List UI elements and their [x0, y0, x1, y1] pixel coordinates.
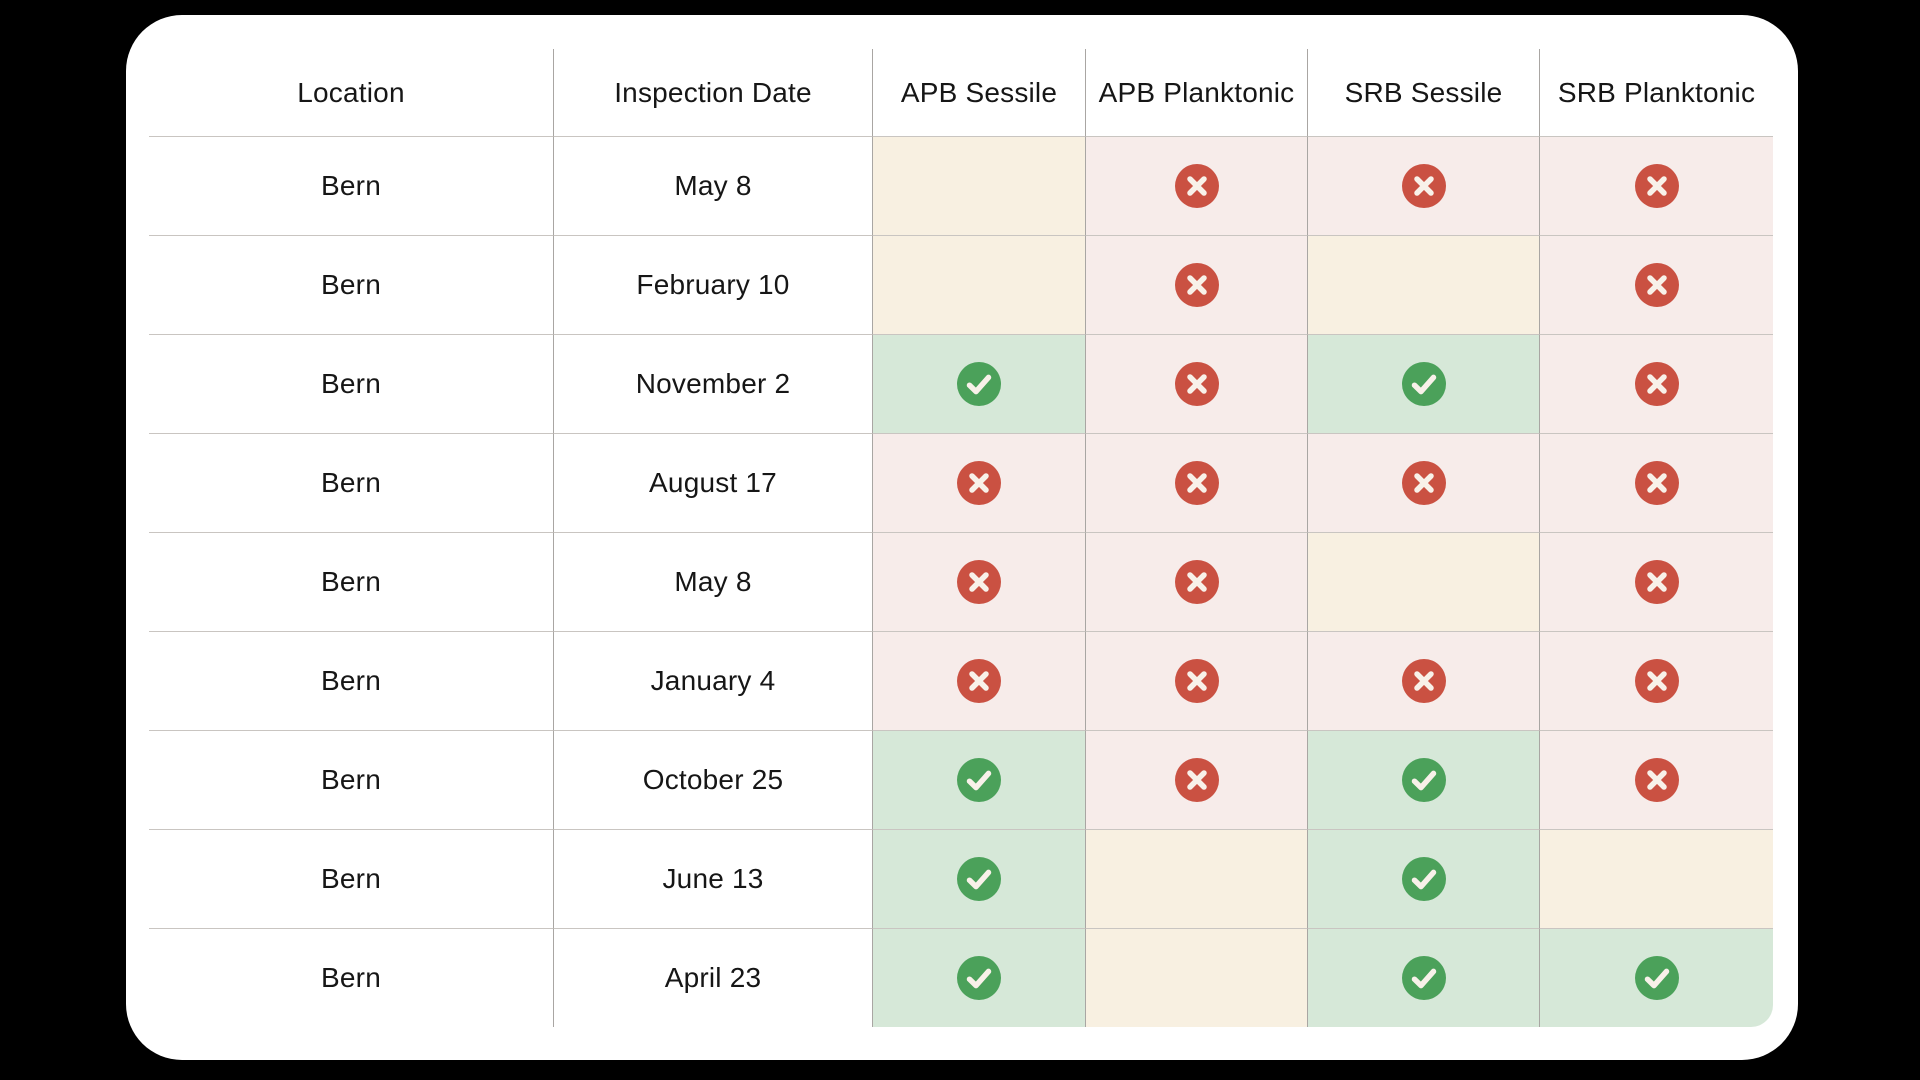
x-circle-icon: [1401, 461, 1446, 505]
x-circle-icon: [1174, 263, 1219, 307]
x-circle-icon: [1174, 461, 1219, 505]
inspection-date-cell: April 23: [553, 928, 872, 1027]
result-cell-fail: [1085, 334, 1307, 433]
check-circle-icon: [957, 956, 1001, 1000]
inspection-results-table: Location Inspection Date APB Sessile APB…: [149, 49, 1773, 1027]
result-cell-pass: [872, 829, 1085, 928]
result-cell-fail: [872, 631, 1085, 730]
inspection-date-cell: February 10: [553, 235, 872, 334]
result-cell-pass: [1307, 928, 1539, 1027]
result-cell-none: [872, 136, 1085, 235]
result-cell-fail: [1085, 235, 1307, 334]
check-circle-icon: [1401, 362, 1446, 406]
result-cell-none: [1307, 532, 1539, 631]
check-circle-icon: [1401, 857, 1446, 901]
inspection-date-cell: October 25: [553, 730, 872, 829]
result-cell-fail: [872, 532, 1085, 631]
result-cell-pass: [872, 928, 1085, 1027]
x-circle-icon: [1634, 362, 1679, 406]
location-cell: Bern: [149, 829, 553, 928]
check-circle-icon: [957, 362, 1001, 406]
result-cell-none: [1307, 235, 1539, 334]
result-cell-fail: [1539, 136, 1773, 235]
result-cell-fail: [1539, 334, 1773, 433]
x-circle-icon: [1634, 560, 1679, 604]
location-cell: Bern: [149, 532, 553, 631]
result-cell-pass: [1307, 829, 1539, 928]
result-cell-fail: [1539, 730, 1773, 829]
result-cell-pass: [872, 730, 1085, 829]
x-circle-icon: [1634, 263, 1679, 307]
result-cell-pass: [1307, 730, 1539, 829]
inspection-date-cell: January 4: [553, 631, 872, 730]
location-cell: Bern: [149, 334, 553, 433]
x-circle-icon: [1174, 659, 1219, 703]
location-cell: Bern: [149, 730, 553, 829]
result-cell-none: [1085, 829, 1307, 928]
x-circle-icon: [1174, 758, 1219, 802]
inspection-date-cell: June 13: [553, 829, 872, 928]
result-cell-fail: [1539, 631, 1773, 730]
result-cell-pass: [872, 334, 1085, 433]
result-cell-fail: [1539, 235, 1773, 334]
location-cell: Bern: [149, 136, 553, 235]
result-cell-fail: [1085, 532, 1307, 631]
x-circle-icon: [1401, 659, 1446, 703]
result-cell-fail: [1085, 631, 1307, 730]
x-circle-icon: [1174, 164, 1219, 208]
x-circle-icon: [1174, 560, 1219, 604]
x-circle-icon: [957, 560, 1001, 604]
x-circle-icon: [957, 461, 1001, 505]
column-header-apb-sessile: APB Sessile: [872, 49, 1085, 136]
location-cell: Bern: [149, 631, 553, 730]
column-header-srb-sessile: SRB Sessile: [1307, 49, 1539, 136]
location-cell: Bern: [149, 235, 553, 334]
x-circle-icon: [1174, 362, 1219, 406]
check-circle-icon: [1401, 758, 1446, 802]
result-cell-fail: [1085, 730, 1307, 829]
x-circle-icon: [1634, 164, 1679, 208]
result-cell-pass: [1539, 928, 1773, 1027]
location-cell: Bern: [149, 928, 553, 1027]
x-circle-icon: [1401, 164, 1446, 208]
result-cell-fail: [1307, 136, 1539, 235]
inspection-date-cell: May 8: [553, 136, 872, 235]
result-cell-fail: [1307, 433, 1539, 532]
result-cell-fail: [1539, 532, 1773, 631]
result-cell-fail: [1307, 631, 1539, 730]
result-cell-fail: [872, 433, 1085, 532]
inspection-date-cell: August 17: [553, 433, 872, 532]
column-header-inspection-date: Inspection Date: [553, 49, 872, 136]
check-circle-icon: [1401, 956, 1446, 1000]
result-cell-none: [872, 235, 1085, 334]
result-cell-pass: [1307, 334, 1539, 433]
inspection-date-cell: May 8: [553, 532, 872, 631]
x-circle-icon: [1634, 461, 1679, 505]
result-cell-fail: [1539, 433, 1773, 532]
check-circle-icon: [957, 857, 1001, 901]
inspection-date-cell: November 2: [553, 334, 872, 433]
column-header-srb-planktonic: SRB Planktonic: [1539, 49, 1773, 136]
result-cell-none: [1539, 829, 1773, 928]
column-header-location: Location: [149, 49, 553, 136]
x-circle-icon: [1634, 659, 1679, 703]
location-cell: Bern: [149, 433, 553, 532]
check-circle-icon: [957, 758, 1001, 802]
result-cell-fail: [1085, 433, 1307, 532]
column-header-apb-planktonic: APB Planktonic: [1085, 49, 1307, 136]
table-card: Location Inspection Date APB Sessile APB…: [126, 15, 1798, 1060]
result-cell-none: [1085, 928, 1307, 1027]
x-circle-icon: [957, 659, 1001, 703]
result-cell-fail: [1085, 136, 1307, 235]
x-circle-icon: [1634, 758, 1679, 802]
check-circle-icon: [1634, 956, 1679, 1000]
